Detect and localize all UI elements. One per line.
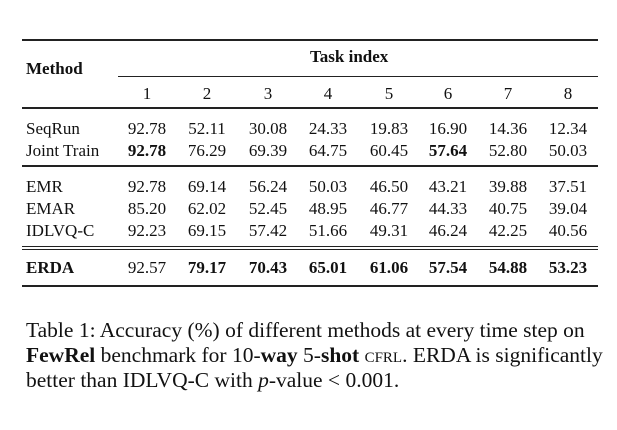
caption-dataset: FewRel — [26, 343, 96, 367]
method-name: EMAR — [26, 199, 76, 218]
top-rule — [22, 39, 598, 41]
caption-cfrl: cfrl — [364, 343, 403, 367]
task-index-4: 4 — [323, 84, 333, 103]
caption-way: way — [260, 343, 298, 367]
accuracy-cell: 52.80 — [488, 141, 528, 160]
task-index-1: 1 — [142, 84, 152, 103]
method-name: SeqRun — [26, 119, 80, 138]
accuracy-cell: 14.36 — [488, 119, 528, 138]
accuracy-cell: 57.54 — [428, 258, 468, 277]
task-index-3: 3 — [263, 84, 273, 103]
method-name: EMR — [26, 177, 63, 196]
table-rule — [22, 107, 598, 109]
accuracy-cell: 69.15 — [187, 221, 227, 240]
accuracy-cell: 40.56 — [548, 221, 588, 240]
accuracy-cell: 43.21 — [428, 177, 468, 196]
accuracy-cell: 49.31 — [369, 221, 409, 240]
task-index-2: 2 — [202, 84, 212, 103]
table-rule — [22, 246, 598, 247]
accuracy-cell: 92.78 — [127, 119, 167, 138]
accuracy-cell: 39.88 — [488, 177, 528, 196]
accuracy-cell: 69.14 — [187, 177, 227, 196]
accuracy-cell: 50.03 — [548, 141, 588, 160]
accuracy-cell: 60.45 — [369, 141, 409, 160]
accuracy-cell: 62.02 — [187, 199, 227, 218]
accuracy-cell: 12.34 — [548, 119, 588, 138]
accuracy-cell: 69.39 — [248, 141, 288, 160]
table-rule — [22, 249, 598, 250]
accuracy-cell: 40.75 — [488, 199, 528, 218]
accuracy-cell: 48.95 — [308, 199, 348, 218]
accuracy-cell: 53.23 — [548, 258, 588, 277]
accuracy-cell: 76.29 — [187, 141, 227, 160]
task-index-7: 7 — [503, 84, 513, 103]
caption-text: 5- — [297, 343, 321, 367]
task-index-8: 8 — [563, 84, 573, 103]
accuracy-cell: 37.51 — [548, 177, 588, 196]
accuracy-cell: 92.78 — [127, 141, 167, 160]
accuracy-cell: 54.88 — [488, 258, 528, 277]
method-name: ERDA — [26, 258, 75, 277]
accuracy-cell: 70.43 — [248, 258, 288, 277]
accuracy-cell: 42.25 — [488, 221, 528, 240]
method-name: Joint Train — [26, 141, 100, 160]
accuracy-cell: 30.08 — [248, 119, 288, 138]
caption-text: -value < 0.001. — [268, 368, 400, 392]
accuracy-cell: 39.04 — [548, 199, 588, 218]
caption-p: p — [258, 368, 269, 392]
accuracy-cell: 51.66 — [308, 221, 348, 240]
method-name: IDLVQ-C — [26, 221, 95, 240]
accuracy-cell: 92.57 — [127, 258, 167, 277]
caption-text: Table 1: Accuracy (%) of different metho… — [26, 318, 585, 342]
accuracy-cell: 79.17 — [187, 258, 227, 277]
accuracy-cell: 24.33 — [308, 119, 348, 138]
task-index-5: 5 — [384, 84, 394, 103]
accuracy-cell: 56.24 — [248, 177, 288, 196]
accuracy-cell: 85.20 — [127, 199, 167, 218]
table-caption: Table 1: Accuracy (%) of different metho… — [26, 318, 606, 393]
method-header: Method — [26, 59, 83, 78]
task-index-6: 6 — [443, 84, 453, 103]
accuracy-cell: 57.64 — [428, 141, 468, 160]
accuracy-cell: 92.23 — [127, 221, 167, 240]
task-index-header: Task index — [310, 47, 389, 66]
caption-text: . ERDA is significantly better than IDLV… — [26, 343, 603, 392]
table-rule — [22, 165, 598, 167]
accuracy-cell: 57.42 — [248, 221, 288, 240]
accuracy-cell: 61.06 — [369, 258, 409, 277]
accuracy-cell: 19.83 — [369, 119, 409, 138]
accuracy-cell: 50.03 — [308, 177, 348, 196]
accuracy-cell: 44.33 — [428, 199, 468, 218]
caption-text: benchmark for 10- — [95, 343, 261, 367]
accuracy-cell: 46.24 — [428, 221, 468, 240]
accuracy-cell: 16.90 — [428, 119, 468, 138]
caption-shot: shot — [320, 343, 360, 367]
accuracy-cell: 46.77 — [369, 199, 409, 218]
accuracy-cell: 52.45 — [248, 199, 288, 218]
header-cmidrule — [118, 76, 598, 77]
accuracy-cell: 92.78 — [127, 177, 167, 196]
table-rule — [22, 285, 598, 287]
accuracy-cell: 52.11 — [188, 119, 226, 138]
accuracy-cell: 65.01 — [308, 258, 348, 277]
accuracy-cell: 64.75 — [308, 141, 348, 160]
accuracy-cell: 46.50 — [369, 177, 409, 196]
